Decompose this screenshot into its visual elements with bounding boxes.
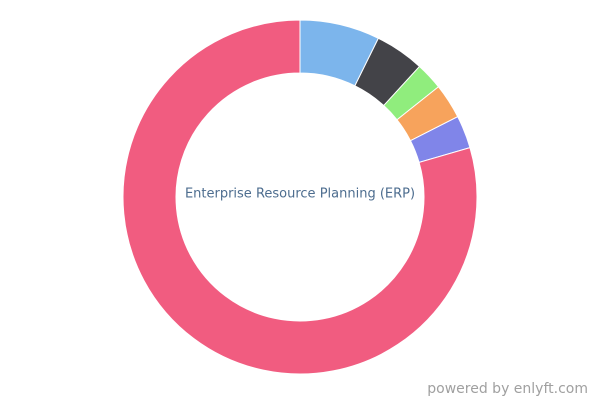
center-label: Enterprise Resource Planning (ERP) bbox=[185, 187, 415, 202]
credit[interactable]: powered by enlyft.com bbox=[427, 381, 588, 397]
slice bbox=[122, 19, 478, 375]
